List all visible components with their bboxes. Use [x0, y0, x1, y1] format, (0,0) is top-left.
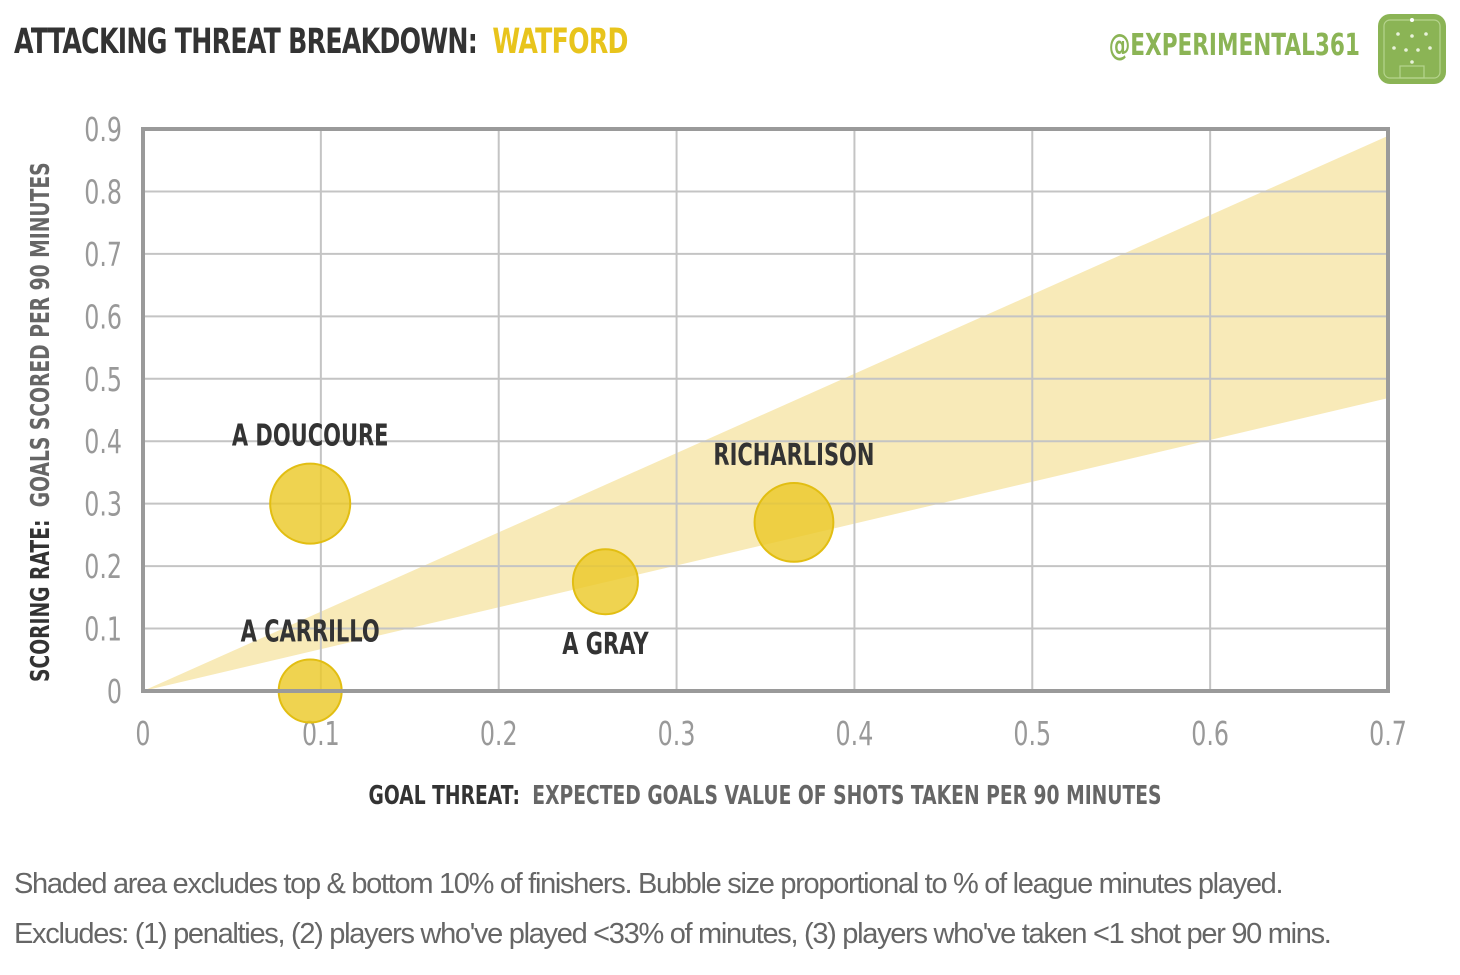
- x-axis-label-bold: GOAL THREAT:: [368, 781, 520, 811]
- player-bubble: [571, 548, 639, 616]
- x-tick-label: 0.2: [480, 714, 518, 753]
- shaded-band: [143, 135, 1388, 691]
- y-tick-label: 0.1: [84, 610, 122, 649]
- player-bubble: [269, 462, 352, 545]
- player-label: A GRAY: [562, 628, 649, 663]
- scatter-chart: 0 0.1 0.2 0.3 0.4 0.5 0.6 0.700.10.20.30.40.50.…: [26, 110, 1407, 811]
- x-tick-label: 0.5: [1013, 714, 1051, 753]
- pitch-icon-graphic: [1383, 18, 1441, 79]
- x-tick-label: 0.4: [836, 714, 874, 753]
- title-team: WATFORD: [492, 22, 628, 62]
- plot-frame: [141, 127, 1390, 693]
- y-axis-label-rest: GOALS SCORED PER 90 MINUTES: [26, 162, 56, 507]
- footer-note-1: Shaded area excludes top & bottom 10% of…: [14, 868, 1284, 900]
- y-tick-label: 0.8: [84, 172, 122, 211]
- y-tick-label: 0.4: [84, 422, 122, 461]
- chart-title: ATTACKING THREAT BREAKDOWN: WATFORD: [14, 22, 866, 74]
- y-tick-label: 0.6: [84, 297, 122, 336]
- y-tick-label: 0.7: [84, 235, 122, 274]
- footer-note-2: Excludes: (1) penalties, (2) players who…: [14, 918, 1332, 950]
- player-label: A DOUCOURE: [232, 419, 389, 454]
- x-tick-label: 0.7: [1369, 714, 1407, 753]
- player-bubble: [753, 482, 835, 563]
- twitter-handle: @EXPERIMENTAL361: [1108, 28, 1360, 63]
- y-tick-label: 0.5: [84, 360, 122, 399]
- x-tick-label: 0: [135, 714, 150, 753]
- x-tick-label: 0.3: [658, 714, 696, 753]
- x-tick-label: 0.6: [1191, 714, 1229, 753]
- y-axis-label: SCORING RATE: GOALS SCORED PER 90 MINUTE…: [26, 162, 56, 682]
- y-tick-label: 0.2: [84, 547, 122, 586]
- player-label: RICHARLISON: [713, 438, 874, 473]
- y-axis-label-bold: SCORING RATE:: [26, 520, 56, 682]
- pitch-icon: [1378, 14, 1446, 84]
- x-axis-label-rest: EXPECTED GOALS VALUE OF SHOTS TAKEN PER …: [532, 781, 1161, 811]
- player-label: A CARRILLO: [241, 615, 380, 650]
- y-tick-label: 0.9: [84, 110, 122, 149]
- title-prefix: ATTACKING THREAT BREAKDOWN:: [14, 22, 478, 62]
- y-tick-label: 0.3: [84, 485, 122, 524]
- y-tick-label: 0: [107, 672, 122, 711]
- x-axis-label: GOAL THREAT: EXPECTED GOALS VALUE OF SHO…: [368, 781, 1161, 811]
